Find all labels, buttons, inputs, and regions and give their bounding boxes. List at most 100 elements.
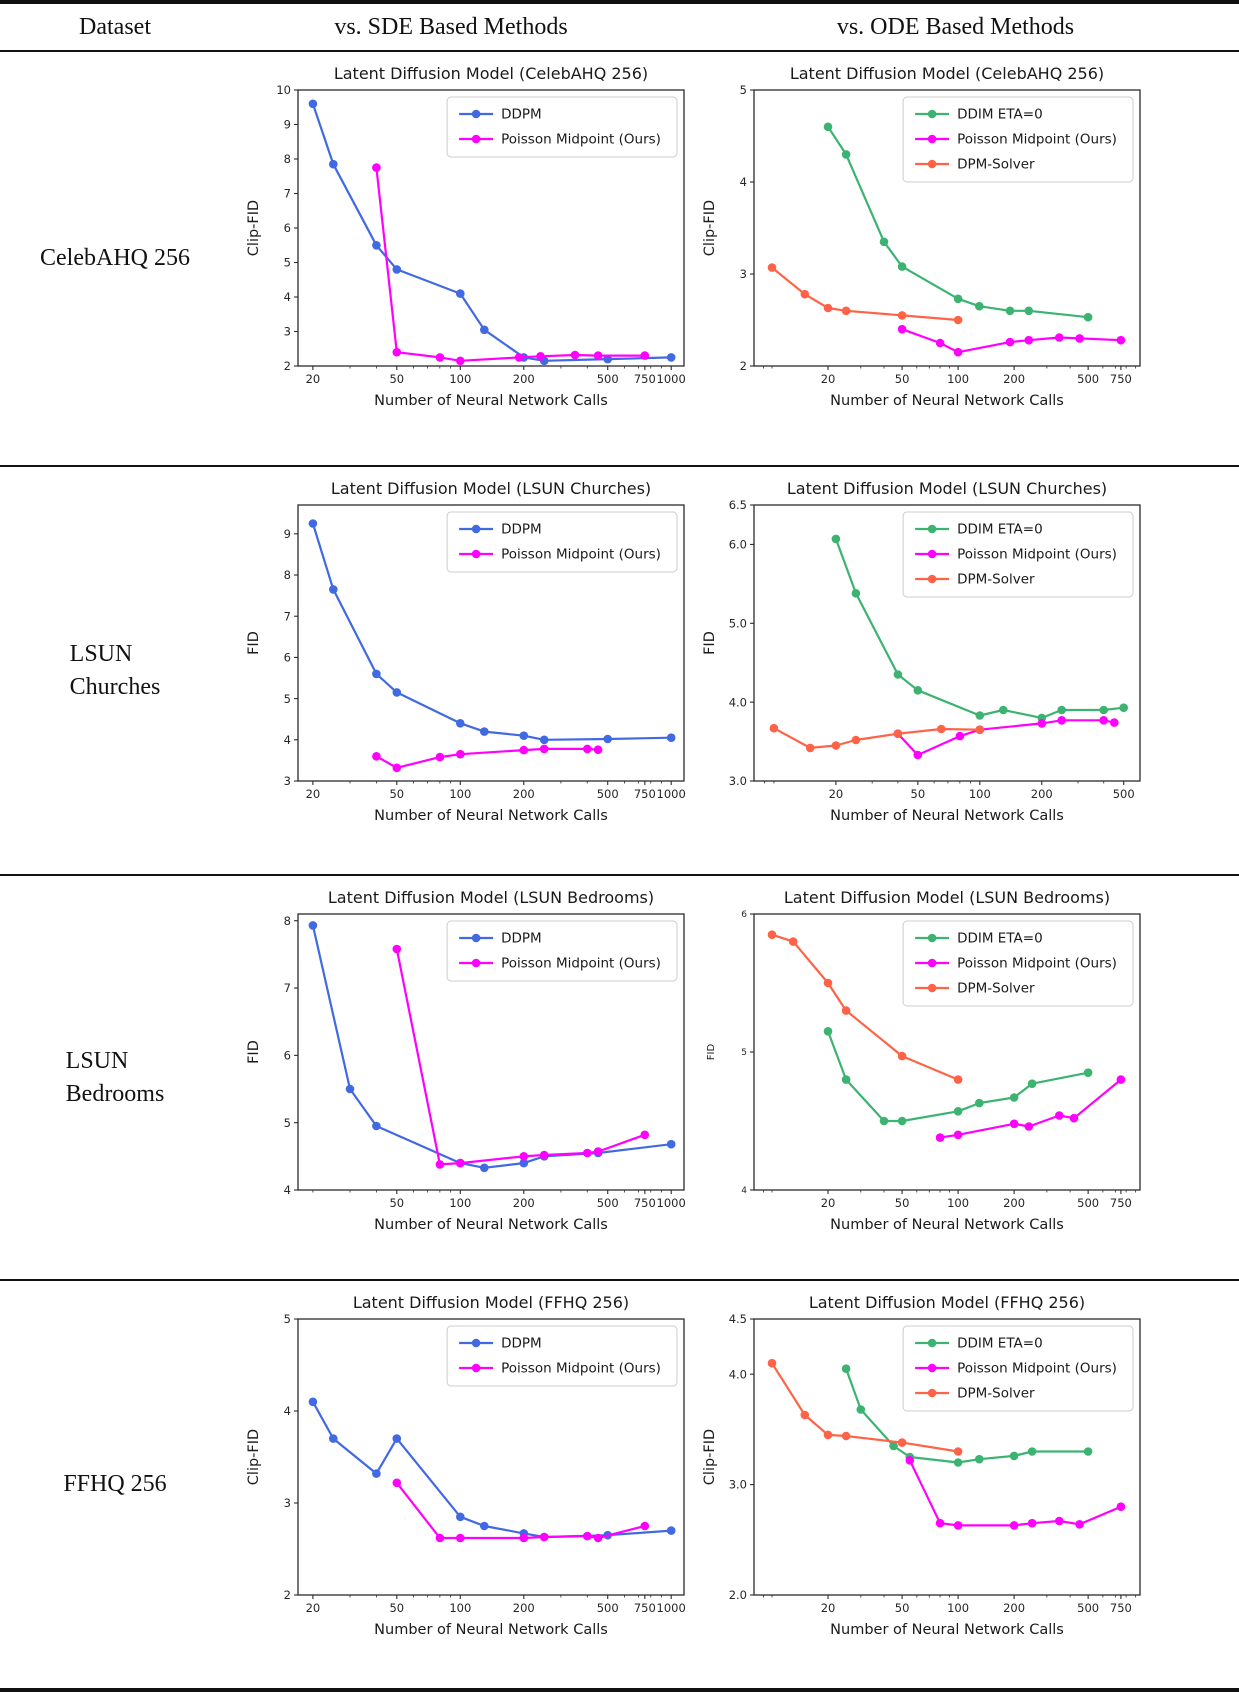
- svg-text:3.0: 3.0: [729, 774, 747, 788]
- svg-text:100: 100: [947, 372, 969, 386]
- column-header-dataset: Dataset: [0, 4, 230, 52]
- svg-text:3: 3: [284, 1496, 291, 1510]
- svg-text:6: 6: [284, 221, 291, 235]
- svg-text:50: 50: [389, 372, 404, 386]
- chart-bedrooms-ode: Latent Diffusion Model (LSUN Bedrooms) 20…: [700, 884, 1239, 1244]
- svg-text:8: 8: [284, 568, 291, 582]
- svg-text:4: 4: [740, 175, 747, 189]
- svg-text:500: 500: [1113, 787, 1135, 801]
- svg-text:Latent Diffusion Model (LSUN C: Latent Diffusion Model (LSUN Churches): [787, 479, 1107, 498]
- chart-ffhq-ode: Latent Diffusion Model (FFHQ 256) 20 50 100…: [700, 1289, 1239, 1649]
- chart-cell: Latent Diffusion Model (FFHQ 256) 20 50 100…: [672, 1281, 1239, 1688]
- svg-text:50: 50: [389, 787, 404, 801]
- svg-text:FID: FID: [246, 631, 262, 655]
- svg-text:Latent Diffusion Model (LSUN C: Latent Diffusion Model (LSUN Churches): [331, 479, 651, 498]
- svg-text:200: 200: [513, 1196, 535, 1210]
- svg-text:6.5: 6.5: [729, 498, 747, 512]
- svg-text:1000: 1000: [657, 372, 686, 386]
- svg-text:200: 200: [1003, 1601, 1025, 1615]
- svg-text:20: 20: [306, 787, 321, 801]
- dataset-label-lsun-bedrooms: LSUN Bedrooms: [0, 876, 230, 1281]
- svg-text:3: 3: [284, 774, 291, 788]
- svg-text:1000: 1000: [657, 787, 686, 801]
- svg-text:Number of Neural Network Calls: Number of Neural Network Calls: [830, 393, 1064, 409]
- svg-text:2: 2: [284, 359, 291, 373]
- svg-text:7: 7: [284, 981, 291, 995]
- svg-text:100: 100: [449, 1196, 471, 1210]
- svg-text:500: 500: [1077, 1601, 1099, 1615]
- svg-text:750: 750: [1110, 1196, 1132, 1210]
- svg-text:4.0: 4.0: [729, 1367, 747, 1381]
- svg-text:4: 4: [284, 290, 291, 304]
- chart-celebahq-sde: Latent Diffusion Model (CelebAHQ 256) 20 5…: [244, 60, 686, 420]
- svg-text:750: 750: [634, 372, 656, 386]
- svg-text:4: 4: [284, 733, 291, 747]
- svg-text:Poisson Midpoint (Ours): Poisson Midpoint (Ours): [957, 132, 1117, 148]
- svg-text:2: 2: [740, 359, 747, 373]
- svg-text:Number of Neural Network Calls: Number of Neural Network Calls: [830, 808, 1064, 824]
- svg-text:DDPM: DDPM: [501, 107, 542, 123]
- chart-celebahq-ode: Latent Diffusion Model (CelebAHQ 256) 20 5…: [700, 60, 1239, 420]
- svg-text:200: 200: [513, 787, 535, 801]
- chart-cell: Latent Diffusion Model (CelebAHQ 256) 20 5…: [230, 52, 686, 467]
- svg-text:4.5: 4.5: [729, 1312, 747, 1326]
- svg-text:50: 50: [911, 787, 926, 801]
- svg-text:Number of Neural Network Calls: Number of Neural Network Calls: [374, 1217, 608, 1233]
- svg-text:50: 50: [895, 1196, 910, 1210]
- dataset-label-ffhq: FFHQ 256: [63, 1471, 167, 1498]
- svg-text:DDIM ETA=0: DDIM ETA=0: [957, 522, 1043, 538]
- svg-text:Clip-FID: Clip-FID: [702, 1429, 718, 1485]
- svg-text:4: 4: [284, 1183, 291, 1197]
- svg-text:50: 50: [389, 1601, 404, 1615]
- svg-text:5.0: 5.0: [729, 616, 747, 630]
- svg-text:Latent Diffusion Model (LSUN B: Latent Diffusion Model (LSUN Bedrooms): [328, 888, 654, 907]
- svg-text:1000: 1000: [657, 1196, 686, 1210]
- svg-text:Poisson Midpoint (Ours): Poisson Midpoint (Ours): [957, 956, 1117, 972]
- svg-text:DDIM ETA=0: DDIM ETA=0: [957, 107, 1043, 123]
- chart-cell: Latent Diffusion Model (FFHQ 256) 20 50 100…: [230, 1281, 686, 1688]
- column-header-ode-methods: vs. ODE Based Methods: [672, 4, 1239, 52]
- svg-text:6: 6: [284, 651, 291, 665]
- svg-text:Latent Diffusion Model (FFHQ 2: Latent Diffusion Model (FFHQ 256): [353, 1293, 629, 1312]
- svg-text:7: 7: [284, 187, 291, 201]
- svg-text:Number of Neural Network Calls: Number of Neural Network Calls: [374, 1622, 608, 1638]
- svg-text:DDPM: DDPM: [501, 522, 542, 538]
- svg-text:FID: FID: [246, 1040, 262, 1064]
- svg-text:9: 9: [284, 527, 291, 541]
- svg-text:4: 4: [284, 1404, 291, 1418]
- chart-cell: Latent Diffusion Model (LSUN Bedrooms) 50…: [230, 876, 686, 1281]
- svg-text:FID: FID: [702, 631, 718, 655]
- svg-text:8: 8: [284, 152, 291, 166]
- chart-cell: Latent Diffusion Model (LSUN Bedrooms) 20…: [672, 876, 1239, 1281]
- svg-text:100: 100: [947, 1601, 969, 1615]
- svg-text:20: 20: [306, 372, 321, 386]
- svg-text:100: 100: [449, 787, 471, 801]
- svg-text:750: 750: [1110, 1601, 1132, 1615]
- svg-text:1000: 1000: [657, 1601, 686, 1615]
- chart-cell: Latent Diffusion Model (CelebAHQ 256) 20 5…: [672, 52, 1239, 467]
- dataset-label-celebahq: CelebAHQ 256: [0, 52, 230, 467]
- svg-text:3: 3: [284, 325, 291, 339]
- svg-text:6: 6: [741, 910, 747, 920]
- svg-text:Poisson Midpoint (Ours): Poisson Midpoint (Ours): [957, 1361, 1117, 1377]
- chart-cell: Latent Diffusion Model (LSUN Churches) 20…: [672, 467, 1239, 876]
- svg-text:Latent Diffusion Model (LSUN B: Latent Diffusion Model (LSUN Bedrooms): [784, 888, 1110, 907]
- svg-text:Clip-FID: Clip-FID: [702, 200, 718, 256]
- svg-text:100: 100: [449, 372, 471, 386]
- column-header-sde-methods: vs. SDE Based Methods: [230, 4, 672, 52]
- svg-text:4.0: 4.0: [729, 695, 747, 709]
- svg-text:3.0: 3.0: [729, 1478, 747, 1492]
- svg-text:100: 100: [449, 1601, 471, 1615]
- chart-churches-ode: Latent Diffusion Model (LSUN Churches) 20…: [700, 475, 1239, 835]
- svg-text:100: 100: [947, 1196, 969, 1210]
- svg-text:DPM-Solver: DPM-Solver: [957, 572, 1035, 588]
- svg-text:20: 20: [829, 787, 844, 801]
- svg-text:200: 200: [513, 1601, 535, 1615]
- svg-text:3: 3: [740, 267, 747, 281]
- svg-text:DDIM ETA=0: DDIM ETA=0: [957, 1336, 1043, 1352]
- svg-text:9: 9: [284, 118, 291, 132]
- chart-churches-sde: Latent Diffusion Model (LSUN Churches) 20…: [244, 475, 686, 835]
- svg-text:750: 750: [634, 1601, 656, 1615]
- svg-text:Poisson Midpoint (Ours): Poisson Midpoint (Ours): [501, 1361, 661, 1377]
- svg-text:20: 20: [821, 1601, 836, 1615]
